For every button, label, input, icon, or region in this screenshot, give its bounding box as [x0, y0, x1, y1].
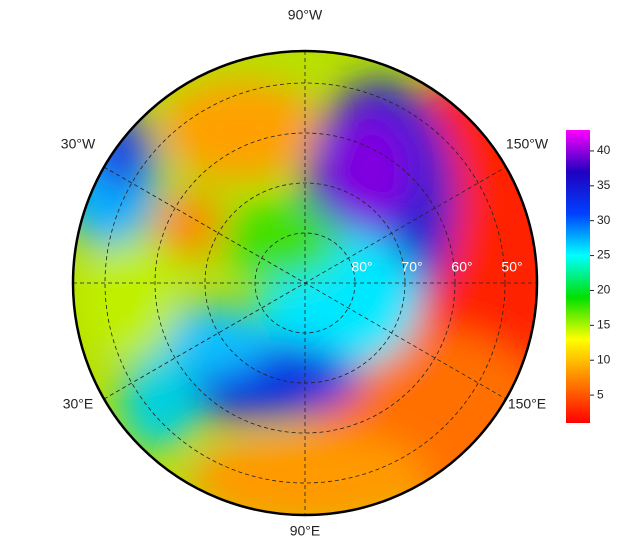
colorbar-ticks: 5 10 15 20 25 30 35 40 [590, 143, 611, 401]
colorbar-tick-label: 35 [597, 178, 611, 192]
longitude-label: 90°W [288, 7, 323, 23]
field [73, 51, 537, 515]
latitude-labels: 80° 70° 60° 50° [351, 259, 522, 275]
longitude-label: 150°W [506, 136, 549, 152]
map-border [71, 49, 539, 517]
colorbar-tick-label: 5 [597, 387, 604, 401]
colorbar [566, 130, 590, 423]
latitude-label: 70° [401, 259, 422, 275]
colorbar-tick-label: 20 [597, 283, 611, 297]
colorbar-tick-label: 10 [597, 352, 611, 366]
longitude-label: 30°E [63, 396, 94, 412]
colorbar-tick-label: 25 [597, 248, 611, 262]
longitude-label: 150°E [508, 396, 546, 412]
colorbar-tick-label: 40 [597, 143, 611, 157]
latitude-label: 60° [451, 259, 472, 275]
latitude-label: 80° [351, 259, 372, 275]
colorbar-tick-label: 30 [597, 213, 611, 227]
colorbar-tick-label: 15 [597, 318, 611, 332]
latitude-label: 50° [501, 259, 522, 275]
longitude-label: 90°E [290, 523, 321, 539]
graticule [73, 51, 537, 515]
longitude-label: 30°W [61, 136, 96, 152]
